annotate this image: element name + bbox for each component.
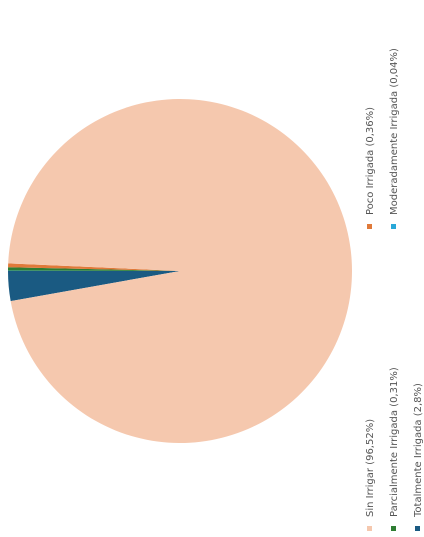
legend-label-poco-irrigada: Poco Irrigada (0,36%) (365, 107, 376, 215)
legend-label-sin-irrigar: Sin Irrigar (96,52%) (365, 419, 376, 517)
legend-item-parcialmente-irrigada: Parcialmente Irrigada (0,31%) (389, 367, 400, 531)
legend-item-sin-irrigar: Sin Irrigar (96,52%) (365, 419, 376, 531)
pie-slice-parcialmente-irrigada (8, 267, 180, 271)
pie-slice-sin-irrigar (8, 99, 352, 443)
pie-slices (8, 99, 352, 443)
legend-swatch-moderadamente-irrigada (391, 224, 396, 229)
legend-item-moderadamente-irrigada: Moderadamente Irrigada (0,04%) (389, 48, 400, 229)
legend-item-poco-irrigada: Poco Irrigada (0,36%) (365, 107, 376, 229)
legend-label-parcialmente-irrigada: Parcialmente Irrigada (0,31%) (389, 367, 400, 517)
legend-swatch-poco-irrigada (367, 224, 372, 229)
legend-label-totalmente-irrigada: Totalmente Irrigada (2,8%) (413, 383, 424, 518)
legend-swatch-totalmente-irrigada (415, 526, 420, 531)
legend-item-totalmente-irrigada: Totalmente Irrigada (2,8%) (413, 383, 424, 531)
pie-slice-poco-irrigada (8, 263, 180, 271)
pie-slice-totalmente-irrigada (8, 271, 180, 302)
legend-swatch-parcialmente-irrigada (391, 526, 396, 531)
legend: Sin Irrigar (96,52%) Poco Irrigada (0,36… (365, 48, 424, 531)
legend-swatch-sin-irrigar (367, 526, 372, 531)
legend-label-moderadamente-irrigada: Moderadamente Irrigada (0,04%) (389, 48, 400, 215)
